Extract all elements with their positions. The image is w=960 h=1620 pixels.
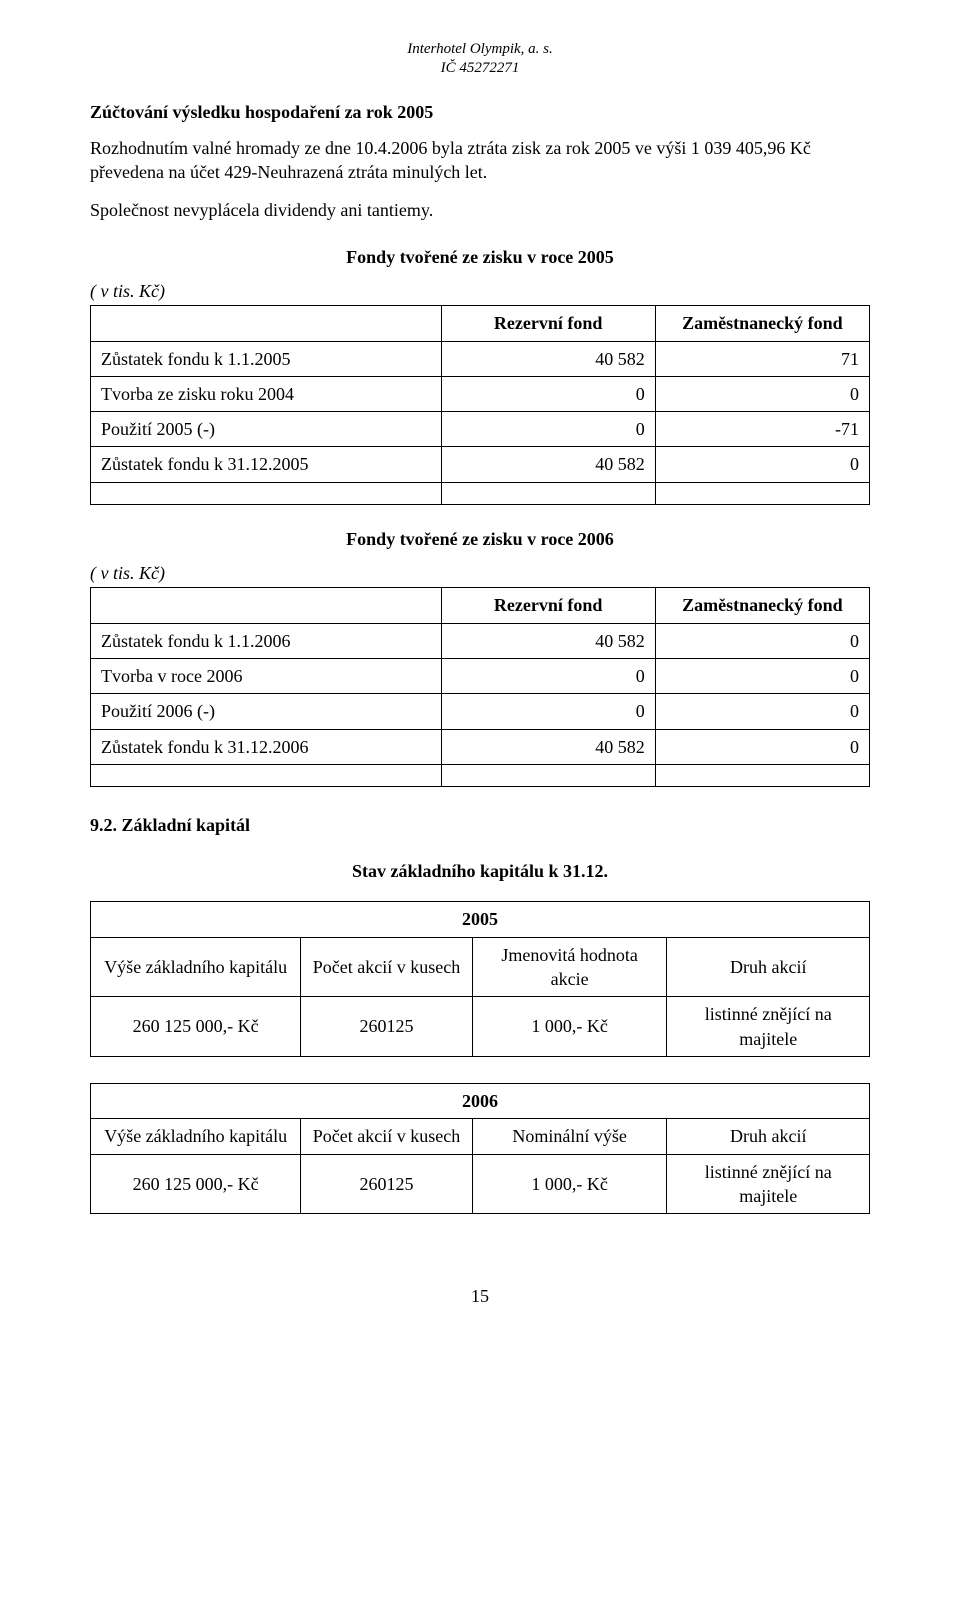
- table-row: 260 125 000,- Kč 260125 1 000,- Kč listi…: [91, 997, 870, 1057]
- cell-value: 0: [655, 729, 869, 764]
- year-cell: 2005: [91, 902, 870, 937]
- table-year-row: 2006: [91, 1083, 870, 1118]
- col-nominal-value: Jmenovitá hodnota akcie: [472, 937, 667, 997]
- header-line-2: IČ 45272271: [90, 59, 870, 78]
- table-header-row: Výše základního kapitálu Počet akcií v k…: [91, 937, 870, 997]
- col-share-count: Počet akcií v kusech: [301, 1119, 472, 1154]
- table-header-row: Rezervní fond Zaměstnanecký fond: [91, 588, 870, 623]
- doc-header: Interhotel Olympik, a. s. IČ 45272271: [90, 40, 870, 78]
- funds-2005-table: Rezervní fond Zaměstnanecký fond Zůstate…: [90, 305, 870, 504]
- capital-2005-table: 2005 Výše základního kapitálu Počet akci…: [90, 901, 870, 1056]
- paragraph-1: Rozhodnutím valné hromady ze dne 10.4.20…: [90, 136, 870, 185]
- table-header-row: Rezervní fond Zaměstnanecký fond: [91, 306, 870, 341]
- table-row: Použití 2005 (-) 0 -71: [91, 412, 870, 447]
- page-number: 15: [90, 1284, 870, 1308]
- table-row: Tvorba v roce 2006 0 0: [91, 658, 870, 693]
- cell-value: 0: [655, 447, 869, 482]
- table-row: Zůstatek fondu k 31.12.2006 40 582 0: [91, 729, 870, 764]
- cell-value: 0: [441, 376, 655, 411]
- col-share-type: Druh akcií: [667, 937, 870, 997]
- row-label: Zůstatek fondu k 31.12.2005: [91, 447, 442, 482]
- document-page: Interhotel Olympik, a. s. IČ 45272271 Zú…: [0, 0, 960, 1358]
- row-label: Tvorba v roce 2006: [91, 658, 442, 693]
- col-capital-amount: Výše základního kapitálu: [91, 937, 301, 997]
- table-row: Zůstatek fondu k 1.1.2006 40 582 0: [91, 623, 870, 658]
- col-employee-fund: Zaměstnanecký fond: [655, 306, 869, 341]
- cell-value: listinné znějící na majitele: [667, 997, 870, 1057]
- cell-value: -71: [655, 412, 869, 447]
- cell-value: 0: [655, 658, 869, 693]
- cell-value: 0: [655, 623, 869, 658]
- col-share-count: Počet akcií v kusech: [301, 937, 472, 997]
- cell-value: 40 582: [441, 341, 655, 376]
- table-spacer-row: [91, 764, 870, 786]
- col-employee-fund: Zaměstnanecký fond: [655, 588, 869, 623]
- cell-value: 40 582: [441, 729, 655, 764]
- funds-2006-caption: ( v tis. Kč): [90, 561, 870, 585]
- funds-2006-title: Fondy tvořené ze zisku v roce 2006: [90, 527, 870, 551]
- section-9-2-heading: 9.2. Základní kapitál: [90, 813, 870, 837]
- funds-2006-table: Rezervní fond Zaměstnanecký fond Zůstate…: [90, 587, 870, 786]
- table-header-row: Výše základního kapitálu Počet akcií v k…: [91, 1119, 870, 1154]
- cell-value: 1 000,- Kč: [472, 997, 667, 1057]
- row-label: Použití 2005 (-): [91, 412, 442, 447]
- year-cell: 2006: [91, 1083, 870, 1118]
- table-year-row: 2005: [91, 902, 870, 937]
- capital-2006-table: 2006 Výše základního kapitálu Počet akci…: [90, 1083, 870, 1214]
- table-spacer-row: [91, 482, 870, 504]
- cell-value: 260125: [301, 1154, 472, 1214]
- table-row: Zůstatek fondu k 1.1.2005 40 582 71: [91, 341, 870, 376]
- cell-value: 0: [441, 658, 655, 693]
- cell-value: 0: [655, 376, 869, 411]
- header-line-1: Interhotel Olympik, a. s.: [90, 40, 870, 59]
- section-title-result: Zúčtování výsledku hospodaření za rok 20…: [90, 100, 870, 124]
- cell-value: 260125: [301, 997, 472, 1057]
- row-label: Tvorba ze zisku roku 2004: [91, 376, 442, 411]
- cell-value: 0: [655, 694, 869, 729]
- funds-2005-title: Fondy tvořené ze zisku v roce 2005: [90, 245, 870, 269]
- col-reserve-fund: Rezervní fond: [441, 588, 655, 623]
- funds-2005-caption: ( v tis. Kč): [90, 279, 870, 303]
- table-row: Tvorba ze zisku roku 2004 0 0: [91, 376, 870, 411]
- row-label: Zůstatek fondu k 1.1.2006: [91, 623, 442, 658]
- row-label: Použití 2006 (-): [91, 694, 442, 729]
- col-empty: [91, 306, 442, 341]
- cell-value: listinné znějící na majitele: [667, 1154, 870, 1214]
- cell-value: 40 582: [441, 447, 655, 482]
- cell-value: 260 125 000,- Kč: [91, 1154, 301, 1214]
- table-row: Zůstatek fondu k 31.12.2005 40 582 0: [91, 447, 870, 482]
- cell-value: 0: [441, 412, 655, 447]
- cell-value: 0: [441, 694, 655, 729]
- paragraph-2: Společnost nevyplácela dividendy ani tan…: [90, 198, 870, 222]
- col-empty: [91, 588, 442, 623]
- col-capital-amount: Výše základního kapitálu: [91, 1119, 301, 1154]
- cell-value: 260 125 000,- Kč: [91, 997, 301, 1057]
- cell-value: 1 000,- Kč: [472, 1154, 667, 1214]
- cell-value: 71: [655, 341, 869, 376]
- table-row: 260 125 000,- Kč 260125 1 000,- Kč listi…: [91, 1154, 870, 1214]
- col-share-type: Druh akcií: [667, 1119, 870, 1154]
- row-label: Zůstatek fondu k 1.1.2005: [91, 341, 442, 376]
- table-row: Použití 2006 (-) 0 0: [91, 694, 870, 729]
- row-label: Zůstatek fondu k 31.12.2006: [91, 729, 442, 764]
- capital-subheading: Stav základního kapitálu k 31.12.: [90, 859, 870, 883]
- cell-value: 40 582: [441, 623, 655, 658]
- col-reserve-fund: Rezervní fond: [441, 306, 655, 341]
- col-nominal-amount: Nominální výše: [472, 1119, 667, 1154]
